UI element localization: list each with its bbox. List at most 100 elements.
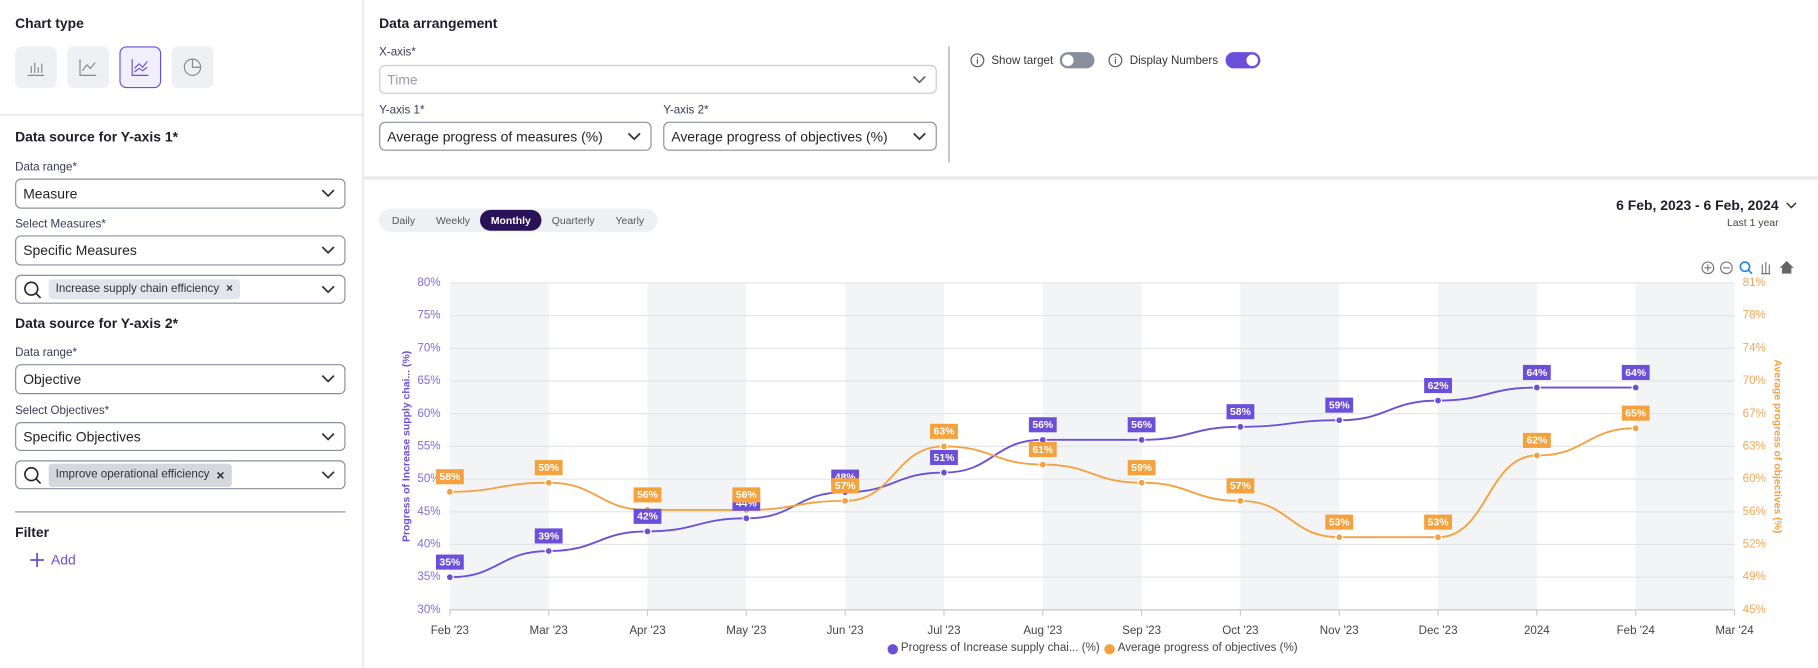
data-label-text: 59% (1131, 463, 1152, 474)
data-label-text: 53% (1428, 517, 1449, 528)
data-point (544, 478, 553, 487)
data-point (1236, 422, 1245, 431)
info-glyph (1115, 56, 1117, 64)
data-point (1137, 478, 1146, 487)
data-label-text: 56% (736, 490, 757, 501)
toggle-group: Show target (970, 52, 1095, 69)
period-tab[interactable]: Quarterly (551, 214, 595, 227)
zoom-in[interactable] (1701, 261, 1715, 275)
data-label-text: 61% (1032, 445, 1053, 456)
data-label: 53% (1325, 514, 1354, 530)
data-label: 59% (1127, 460, 1156, 476)
period-tab[interactable]: Weekly (435, 214, 470, 227)
data-point (544, 546, 553, 556)
plus-icon (30, 553, 45, 567)
chevron (1786, 202, 1797, 209)
y2-tick-label: 67% (1743, 408, 1766, 420)
dropdown[interactable]: Average progress of objectives (%) (663, 121, 937, 151)
data-point (742, 514, 751, 523)
data-label: 62% (1424, 378, 1452, 394)
dual-line-chart-button[interactable] (119, 46, 162, 89)
chip-remove[interactable]: × (226, 282, 233, 296)
chevron (627, 132, 641, 140)
dropdown[interactable]: Specific Objectives (15, 422, 346, 452)
data-label: 56% (633, 487, 662, 503)
data-label: 57% (831, 478, 860, 494)
dropdown-value: Time (387, 71, 418, 88)
data-point (1335, 416, 1344, 425)
dropdown-value: Objective (23, 371, 82, 388)
x-tick-label: Jul '23 (927, 625, 960, 637)
y-tick-label: 35% (417, 571, 440, 583)
line-chart-button[interactable] (67, 46, 109, 89)
data-label: 53% (1424, 514, 1452, 530)
data-label: 35% (435, 554, 464, 570)
section-title: Data source for Y-axis 2* (15, 315, 178, 332)
data-label-text: 58% (439, 472, 460, 483)
data-label-bg (1127, 460, 1156, 476)
data-point (1137, 435, 1146, 444)
data-label-text: 62% (1428, 381, 1449, 392)
y-tick-label: 30% (417, 604, 440, 616)
divider (15, 511, 346, 513)
bar-chart-button[interactable] (15, 46, 57, 89)
toggle-switch[interactable] (1224, 52, 1260, 69)
data-label: 56% (1127, 417, 1156, 433)
data-label: 58% (1226, 404, 1255, 420)
x-tick-label: 2024 (1524, 625, 1550, 637)
data-label-bg (1522, 432, 1551, 448)
data-label-text: 42% (637, 512, 658, 523)
y-tick-label: 55% (417, 440, 440, 452)
field-label: Data range* (15, 161, 77, 174)
x-tick-label: Feb '24 (1617, 625, 1656, 637)
field-label: Y-axis 1* (379, 104, 425, 118)
chip-remove[interactable]: × (216, 466, 225, 483)
chevron (913, 75, 926, 83)
y-axis-title: Progress of Increase supply chai... (%) (402, 351, 413, 542)
period-tab[interactable]: Monthly (480, 209, 542, 231)
y2-tick-label: 60% (1743, 473, 1766, 485)
zoom-out[interactable] (1720, 261, 1733, 275)
x-tick-label: Jun '23 (827, 625, 864, 637)
reset-zoom[interactable] (1779, 260, 1794, 274)
pie-chart-button[interactable] (171, 46, 214, 89)
section-title: Filter (15, 524, 50, 541)
data-label-text: 39% (538, 531, 559, 542)
period-tab[interactable]: Daily (391, 214, 416, 227)
data-point (1236, 496, 1245, 505)
dropdown[interactable]: Objective (15, 364, 346, 395)
zoom-select[interactable] (1739, 261, 1753, 275)
multi-select[interactable]: Improve operational efficiency × (15, 460, 346, 490)
chevron (913, 132, 926, 140)
add-filter-button[interactable]: Add (30, 552, 76, 568)
data-label: 64% (1522, 364, 1551, 380)
data-label: 42% (633, 508, 662, 524)
data-label: 59% (534, 460, 563, 476)
data-label-bg (435, 469, 464, 485)
pan[interactable] (1761, 262, 1771, 275)
field-label: Y-axis 2* (663, 104, 709, 118)
data-point (841, 496, 850, 505)
x-tick-label: Feb '23 (431, 625, 469, 637)
y-tick-label: 65% (417, 375, 440, 387)
field-label: Select Objectives* (15, 404, 110, 418)
data-label: 56% (1028, 417, 1057, 433)
legend-marker (887, 644, 898, 655)
toggle-switch[interactable] (1060, 52, 1095, 69)
y-tick-label: 40% (417, 539, 440, 551)
date-range[interactable]: 6 Feb, 2023 - 6 Feb, 2024 (1616, 197, 1779, 214)
dropdown[interactable]: Time (379, 64, 937, 94)
y2-tick-label: 81% (1743, 277, 1766, 289)
dropdown[interactable]: Specific Measures (15, 235, 346, 266)
dropdown[interactable]: Average progress of measures (%) (379, 121, 652, 151)
y-tick-label: 75% (417, 310, 440, 322)
y-tick-label: 60% (417, 408, 440, 420)
x-tick-label: Nov '23 (1320, 625, 1359, 637)
period-tab[interactable]: Yearly (615, 214, 645, 227)
data-point (1434, 396, 1443, 405)
dropdown[interactable]: Measure (15, 178, 346, 209)
x-tick-label: Apr '23 (629, 625, 665, 637)
info-icon (1108, 53, 1123, 68)
icon (131, 59, 149, 76)
multi-select[interactable]: Increase supply chain efficiency × (15, 274, 346, 304)
